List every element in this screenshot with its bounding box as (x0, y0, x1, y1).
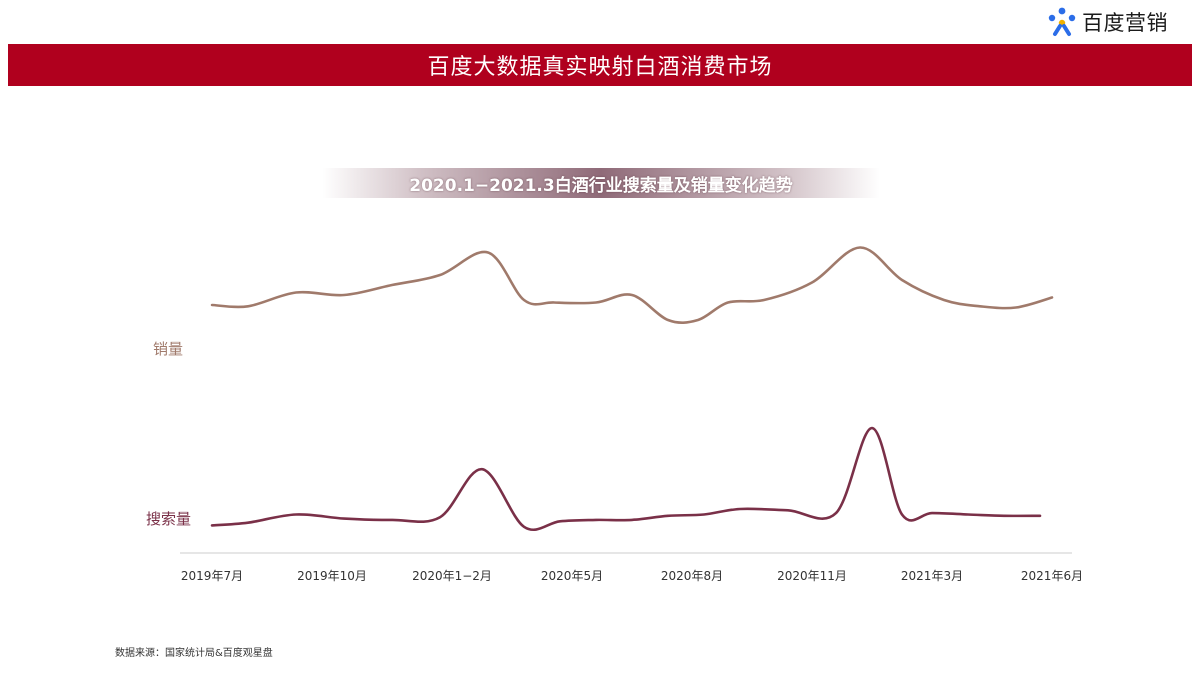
x-tick-label: 2020年5月 (541, 569, 603, 583)
baidu-marketing-logo: 百度营销 (1046, 6, 1168, 38)
series-line-search (210, 426, 1042, 532)
chart-title-bar: 2020.1−2021.3白酒行业搜索量及销量变化趋势 (322, 168, 880, 198)
x-tick-label: 2020年8月 (661, 569, 723, 583)
x-tick-label: 2021年3月 (901, 569, 963, 583)
baidu-paw-icon (1048, 7, 1076, 36)
x-tick-label: 2020年1−2月 (412, 569, 492, 583)
series-label-sales: 销量 (153, 340, 183, 358)
x-tick-label: 2021年6月 (1021, 569, 1083, 583)
series-line-sales (210, 246, 1054, 324)
series-label-search: 搜索量 (146, 510, 191, 528)
page-title: 百度大数据真实映射白酒消费市场 (427, 55, 773, 80)
x-tick-label: 2019年10月 (297, 569, 367, 583)
chart-title: 2020.1−2021.3白酒行业搜索量及销量变化趋势 (409, 175, 793, 196)
logo-text: 百度营销 (1082, 11, 1168, 35)
data-source-note: 数据来源：国家统计局&百度观星盘 (115, 648, 273, 659)
x-tick-label: 2020年11月 (777, 569, 847, 583)
x-tick-label: 2019年7月 (181, 569, 243, 583)
page-title-banner: 百度大数据真实映射白酒消费市场 (8, 44, 1192, 86)
